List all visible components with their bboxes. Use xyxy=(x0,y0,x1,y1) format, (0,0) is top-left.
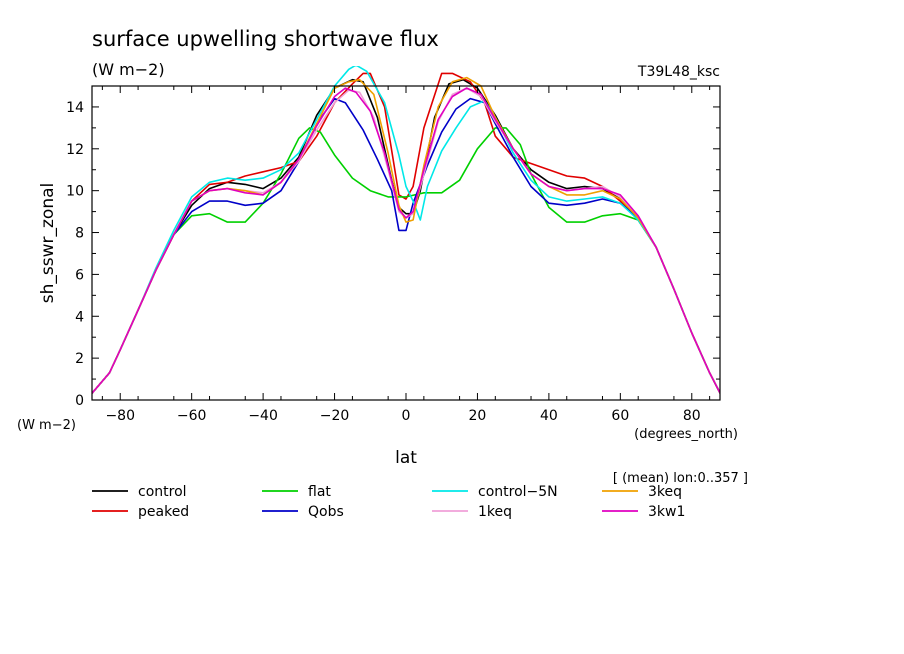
legend-label: 3kw1 xyxy=(648,504,685,520)
x-tick-label: 80 xyxy=(683,408,701,424)
y-tick-label: 8 xyxy=(75,226,84,242)
series-line-3 xyxy=(92,97,720,395)
x-axis-label: lat xyxy=(395,448,417,468)
y-tick-label: 10 xyxy=(66,184,84,200)
plot-frame xyxy=(91,85,721,401)
legend-label: peaked xyxy=(138,504,189,520)
y-tick-label: 0 xyxy=(75,393,84,409)
chart-title: surface upwelling shortwave flux xyxy=(92,27,439,51)
x-tick-label: 20 xyxy=(469,408,487,424)
legend-label: 1keq xyxy=(478,504,512,520)
series-line-5 xyxy=(92,87,720,395)
y-unit-label: (W m−2) xyxy=(17,418,76,433)
x-tick-label: 0 xyxy=(402,408,411,424)
legend-label: 3keq xyxy=(648,484,682,500)
series-line-4 xyxy=(92,66,720,395)
x-tick-label: −40 xyxy=(248,408,278,424)
chart-subtitle: (W m−2) xyxy=(92,60,165,79)
y-axis-label: sh_sswr_zonal xyxy=(38,183,58,303)
legend-label: flat xyxy=(308,484,331,500)
legend-label: control xyxy=(138,484,187,500)
x-tick-label: −20 xyxy=(320,408,350,424)
y-tick-label: 14 xyxy=(66,100,84,116)
x-tick-label: 40 xyxy=(540,408,558,424)
mean-note: [ (mean) lon:0..357 ] xyxy=(613,471,748,486)
y-tick-label: 4 xyxy=(75,309,84,325)
legend: control flat control−5N 3keq peaked Qobs 1keq 3… xyxy=(92,484,685,520)
series-line-2 xyxy=(92,127,720,395)
x-unit-label: (degrees_north) xyxy=(634,427,738,442)
x-tick-label: 60 xyxy=(611,408,629,424)
plot-lines xyxy=(92,66,720,395)
y-tick-label: 2 xyxy=(75,351,84,367)
legend-label: Qobs xyxy=(308,504,344,520)
series-line-7 xyxy=(92,87,720,395)
x-tick-label: −80 xyxy=(105,408,135,424)
series-line-0 xyxy=(92,78,720,395)
legend-label: control−5N xyxy=(478,484,558,500)
y-tick-label: 12 xyxy=(66,142,84,158)
series-line-6 xyxy=(92,76,720,395)
series-line-1 xyxy=(92,72,720,395)
run-label: T39L48_ksc xyxy=(637,64,720,80)
y-tick-label: 6 xyxy=(75,267,84,283)
x-tick-label: −60 xyxy=(177,408,207,424)
axis-ticks: −80 −60 −40 −20 0 20 40 60 80 0 2 4 6 8 10 12 14 xyxy=(66,85,720,424)
